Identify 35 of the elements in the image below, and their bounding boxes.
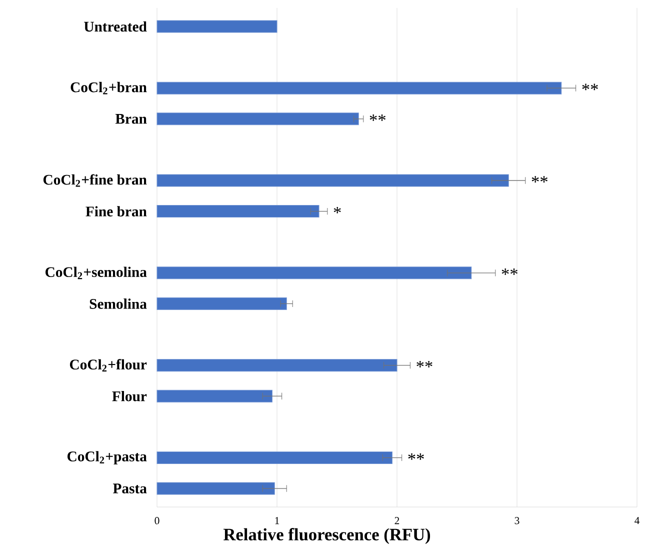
y-tick-label: Pasta [112, 484, 147, 494]
annotation: ** [582, 84, 598, 90]
bar [156, 174, 509, 187]
annotation: ** [416, 360, 432, 368]
bar [156, 112, 359, 126]
bar [156, 205, 320, 218]
y-tick-label: CoCl$_{2}$+semolina [46, 266, 147, 280]
y-tick-label: Untreated [84, 21, 147, 32]
y-tick-label: Bran [115, 114, 147, 124]
bar [156, 451, 392, 464]
y-tick-label: CoCl$_{2}$+flour [70, 359, 147, 372]
annotation: ** [502, 268, 518, 275]
bar [156, 359, 398, 372]
y-tick-label: Semolina [90, 298, 147, 309]
x-tick-label: 4 [634, 517, 640, 524]
x-axis-title: Relative fluorescence (RFU) [223, 528, 430, 544]
annotation: ** [408, 453, 424, 460]
x-tick-label: 1 [275, 517, 280, 524]
y-tick-label: Fine bran [86, 206, 147, 216]
bar [156, 82, 562, 94]
bar [156, 20, 278, 33]
annotation: ** [532, 176, 548, 182]
y-tick-label: Flour [112, 390, 147, 402]
y-tick-label: CoCl$_{2}$+bran [70, 82, 147, 94]
bar [156, 266, 472, 280]
x-tick-label: 0 [154, 517, 160, 524]
annotation: ** [370, 114, 386, 121]
y-tick-label: CoCl$_{2}$+pasta [68, 451, 147, 464]
bar [156, 390, 272, 402]
x-tick-label: 2 [394, 517, 400, 524]
bar [156, 482, 275, 495]
bar [156, 297, 287, 310]
x-tick-label: 3 [514, 517, 520, 524]
annotation: * [334, 206, 341, 214]
y-tick-label: CoCl$_{2}$+fine bran [43, 174, 147, 187]
